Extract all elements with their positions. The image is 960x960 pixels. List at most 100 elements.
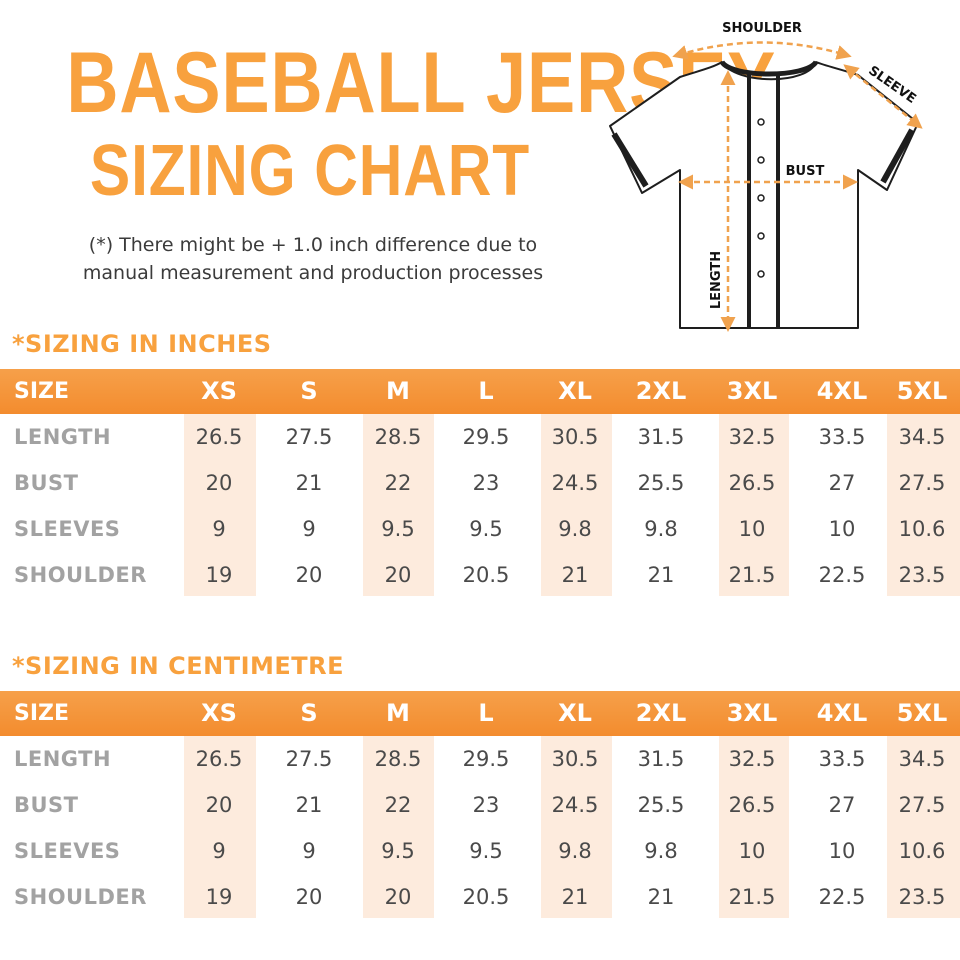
size-header-xl: XL [558,699,592,727]
section-title-inches: *SIZING IN INCHES [12,330,272,358]
table-cell: 20 [295,563,323,587]
table-cell: 9.8 [644,839,678,863]
table-cell: 32.5 [728,425,776,449]
size-header-s: S [300,699,318,727]
table-cell: 27.5 [898,471,946,495]
table-cell: 19 [205,563,233,587]
table-cell: 33.5 [818,425,866,449]
sizing-table-inches: SIZE XS S M L XL 2XL 3XL 4XL 5XL LENGTH 26.5 27.5 28.… [0,369,960,599]
table-cell: 22.5 [818,885,866,909]
table-cell: 23.5 [898,885,946,909]
table-cell: 27 [828,471,856,495]
table-cell: 25.5 [637,471,685,495]
size-header-m: M [386,699,410,727]
table-cell: 9.8 [644,517,678,541]
highlight-column [541,736,612,918]
sleeve-measure-arrow [843,64,923,129]
table-cell: 26.5 [195,425,243,449]
table-cell: 22 [384,471,412,495]
table-cell: 22.5 [818,563,866,587]
section-title-centimetre: *SIZING IN CENTIMETRE [12,652,345,680]
size-header-l: L [478,699,494,727]
table-cell: 26.5 [728,793,776,817]
size-header-xl: XL [558,377,592,405]
table-cell: 21 [561,563,589,587]
table-cell: 10.6 [898,517,946,541]
table-cell: 27.5 [285,747,333,771]
table-cell: 21 [647,885,675,909]
table-cell: 20 [384,563,412,587]
row-label-shoulder: SHOULDER [14,563,147,587]
table-cell: 23.5 [898,563,946,587]
table-cell: 21.5 [728,563,776,587]
table-cell: 9 [302,839,316,863]
size-header-3xl: 3XL [726,377,778,405]
row-label-length: LENGTH [14,747,112,771]
measurement-note: (*) There might be + 1.0 inch difference… [10,231,616,287]
table-cell: 9 [302,517,316,541]
table-cell: 9.5 [469,839,503,863]
row-label-length: LENGTH [14,425,112,449]
table-cell: 32.5 [728,747,776,771]
table-cell: 9 [212,517,226,541]
shoulder-measure-arrow [672,41,852,60]
row-label-sleeves: SLEEVES [14,517,121,541]
table-cell: 23 [472,471,500,495]
length-label: LENGTH [709,251,724,309]
table-cell: 9.5 [469,517,503,541]
table-cell: 34.5 [898,425,946,449]
table-cell: 20 [205,793,233,817]
table-cell: 21 [295,471,323,495]
table-cell: 10 [828,839,856,863]
table-cell: 21 [647,563,675,587]
table-cell: 27.5 [285,425,333,449]
header-row: SIZE XS S M L XL 2XL 3XL 4XL 5XL [0,691,960,736]
size-header-l: L [478,377,494,405]
table-cell: 20.5 [462,885,510,909]
size-header-4xl: 4XL [816,699,868,727]
size-header-xs: XS [201,699,237,727]
row-label-sleeves: SLEEVES [14,839,121,863]
measurement-note-line-2: manual measurement and production proces… [82,262,544,284]
table-cell: 19 [205,885,233,909]
table-cell: 26.5 [195,747,243,771]
measurement-note-line-1: (*) There might be + 1.0 inch difference… [88,234,538,256]
header-row: SIZE XS S M L XL 2XL 3XL 4XL 5XL [0,369,960,414]
table-cell: 20.5 [462,563,510,587]
row-label-shoulder: SHOULDER [14,885,147,909]
highlight-column [363,736,434,918]
table-cell: 28.5 [374,747,422,771]
jersey-diagram: SHOULDER SLEEVE BUST LENGTH [609,21,923,332]
table-cell: 10 [738,517,766,541]
table-cell: 24.5 [551,471,599,495]
highlight-column [363,414,434,596]
size-header-m: M [386,377,410,405]
shoulder-label: SHOULDER [722,21,802,36]
table-cell: 21.5 [728,885,776,909]
size-header-2xl: 2XL [635,699,687,727]
size-header-xs: XS [201,377,237,405]
table-cell: 33.5 [818,747,866,771]
row-label-bust: BUST [14,793,79,817]
table-cell: 9.8 [558,839,592,863]
table-cell: 20 [205,471,233,495]
table-cell: 20 [384,885,412,909]
table-cell: 9.8 [558,517,592,541]
size-header-3xl: 3XL [726,699,778,727]
highlight-column [541,414,612,596]
table-cell: 29.5 [462,425,510,449]
table-cell: 34.5 [898,747,946,771]
table-cell: 9 [212,839,226,863]
table-cell: 10 [828,517,856,541]
highlight-column [887,414,960,596]
size-header-4xl: 4XL [816,377,868,405]
bust-label: BUST [786,164,825,179]
size-header-2xl: 2XL [635,377,687,405]
table-cell: 20 [295,885,323,909]
jersey-outline-icon [609,60,919,329]
row-label-bust: BUST [14,471,79,495]
table-cell: 30.5 [551,747,599,771]
table-cell: 23 [472,793,500,817]
table-cell: 9.5 [381,517,415,541]
table-cell: 21 [295,793,323,817]
